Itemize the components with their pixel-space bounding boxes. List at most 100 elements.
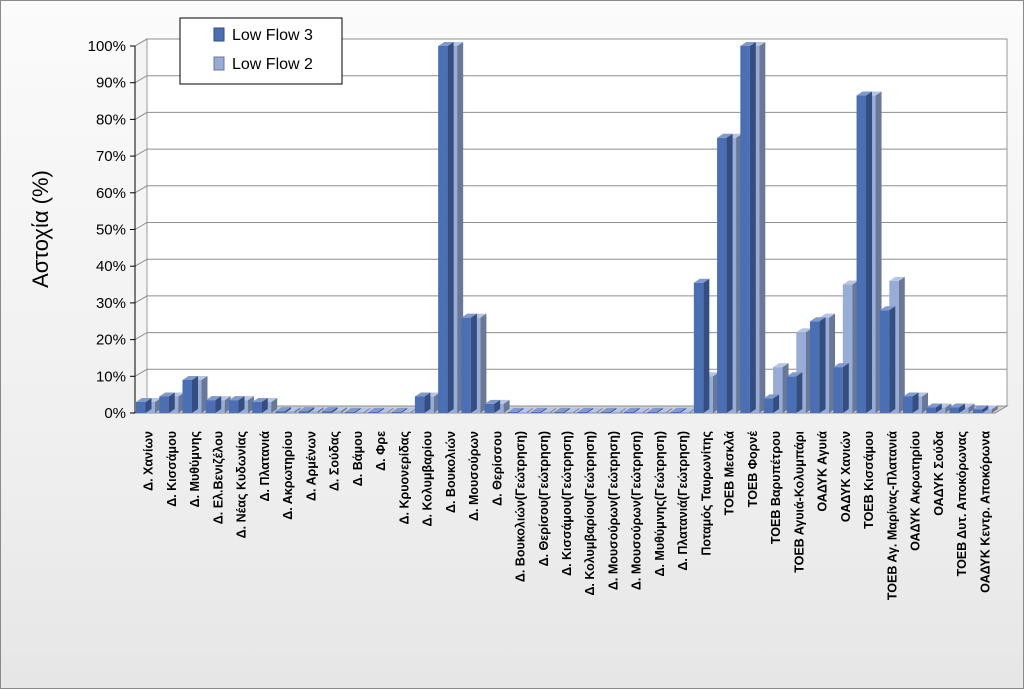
bar-side (168, 392, 175, 413)
bar-side (563, 407, 570, 413)
bar-low-flow-3 (647, 407, 663, 413)
bar-top (796, 328, 812, 333)
bar-side (294, 407, 301, 413)
bar-side (633, 407, 640, 413)
bar-low-flow-2 (656, 407, 673, 413)
bar-front (252, 401, 262, 413)
x-tick-label: Δ. Κολυμβαρίου(Γεώτρηση) (583, 431, 597, 596)
bar-front (540, 411, 551, 413)
bar-low-flow-3 (531, 407, 547, 413)
bar-front (680, 411, 690, 413)
bar-low-flow-3 (763, 394, 780, 413)
bar-front (345, 411, 355, 413)
bar-top (633, 407, 650, 412)
bar-side (726, 133, 733, 413)
y-tick-label: 100% (88, 38, 126, 55)
bar-side (191, 375, 198, 413)
bar-low-flow-3 (321, 407, 338, 413)
bar-top (577, 407, 594, 412)
bar-side (935, 403, 942, 413)
bar-side (401, 407, 408, 413)
y-tick-label: 50% (96, 222, 126, 239)
bar-side (749, 42, 756, 413)
x-tick-label: ΤΟΕΒ Αγυιά-Κολυμπάρι (792, 430, 806, 572)
bar-top (903, 392, 919, 397)
bar-side (889, 306, 896, 413)
bar-top (810, 317, 826, 322)
bar-top (252, 397, 268, 402)
bar-front (786, 376, 797, 413)
bar-side (773, 394, 780, 413)
bar-low-flow-3 (228, 396, 245, 413)
bar-front (308, 411, 318, 413)
bar-side (968, 403, 975, 413)
bar-side (284, 407, 291, 413)
bar-top (680, 407, 696, 412)
bar-low-flow-3 (182, 375, 198, 413)
bar-side (680, 407, 687, 413)
x-axis-labels: Δ. Χανίων Δ. Κισσάμου Δ. Μυθύμνης Δ. Ελ.Βεν… (142, 430, 993, 600)
bar-top (461, 313, 477, 318)
x-tick-label: Δ. Μυθύμνης(Γεώτρηση) (653, 431, 667, 577)
bar-front (587, 411, 597, 413)
bar-top (647, 407, 663, 412)
y-tick-label: 70% (96, 148, 126, 165)
bar-low-flow-3 (740, 42, 756, 413)
x-tick-label: Δ. Μουσούρων(Γεώτρηση) (606, 431, 620, 590)
bar-side (215, 396, 222, 413)
x-tick-label: ΤΟΕΒ Δυτ. Αποκόρωνας (955, 431, 969, 576)
x-tick-label: Δ. Κισσάμου(Γεώτρηση) (560, 431, 574, 576)
bar-low-flow-3 (414, 392, 431, 413)
bar-front (321, 411, 332, 413)
bar-side (517, 407, 524, 413)
bar-front (879, 310, 890, 413)
bar-front (959, 407, 969, 413)
bar-low-flow-2 (377, 407, 394, 413)
bar-top (401, 407, 417, 412)
bar-top (889, 276, 905, 281)
bar-low-flow-3 (786, 372, 803, 413)
bar-low-flow-3 (484, 399, 501, 413)
y-tick-label: 30% (96, 295, 126, 312)
x-tick-label: Δ. Αρμένων (304, 431, 318, 501)
bar-side (596, 407, 603, 413)
bar-top (972, 405, 989, 410)
bar-front (949, 407, 960, 413)
bar-front (670, 411, 681, 413)
bar-front (517, 411, 527, 413)
bar-side (819, 317, 826, 413)
x-tick-label: ΟΑΔΥΚ Αγυιά (816, 431, 830, 512)
y-tick-label: 60% (96, 185, 126, 202)
y-tick-label: 10% (96, 368, 126, 385)
bar-top (298, 407, 315, 412)
bar-low-flow-3 (879, 306, 896, 413)
bar-front (331, 411, 341, 413)
bar-top (693, 278, 710, 283)
bar-top (507, 407, 524, 412)
bar-low-flow-3 (600, 407, 617, 413)
bar-top (517, 407, 533, 412)
bar-side (643, 407, 650, 413)
bar-low-flow-3 (693, 278, 710, 413)
y-tick-label: 20% (96, 332, 126, 349)
legend-swatch (213, 27, 225, 42)
x-tick-label: Δ. Κολυμβαρίου (421, 431, 435, 526)
x-tick-label: ΟΑΔΥΚ Χανιών (839, 431, 853, 522)
x-tick-label: Δ. Φρε (374, 431, 388, 471)
bar-top (391, 407, 408, 412)
bar-low-flow-3 (298, 407, 315, 413)
bar-low-flow-3 (159, 392, 175, 413)
bar-low-flow-3 (136, 397, 152, 413)
x-tick-label: Δ. Βάμου (351, 431, 365, 486)
legend-box (179, 17, 343, 85)
bar-low-flow-3 (926, 403, 942, 413)
bar-front (136, 401, 146, 413)
bar-side (550, 407, 557, 413)
bar-top (949, 403, 966, 408)
bar-low-flow-3 (577, 407, 594, 413)
bar-top (563, 407, 580, 412)
x-tick-label: Δ. Κισσάμου (165, 431, 179, 507)
bar-front (763, 398, 774, 413)
bar-front (647, 411, 657, 413)
